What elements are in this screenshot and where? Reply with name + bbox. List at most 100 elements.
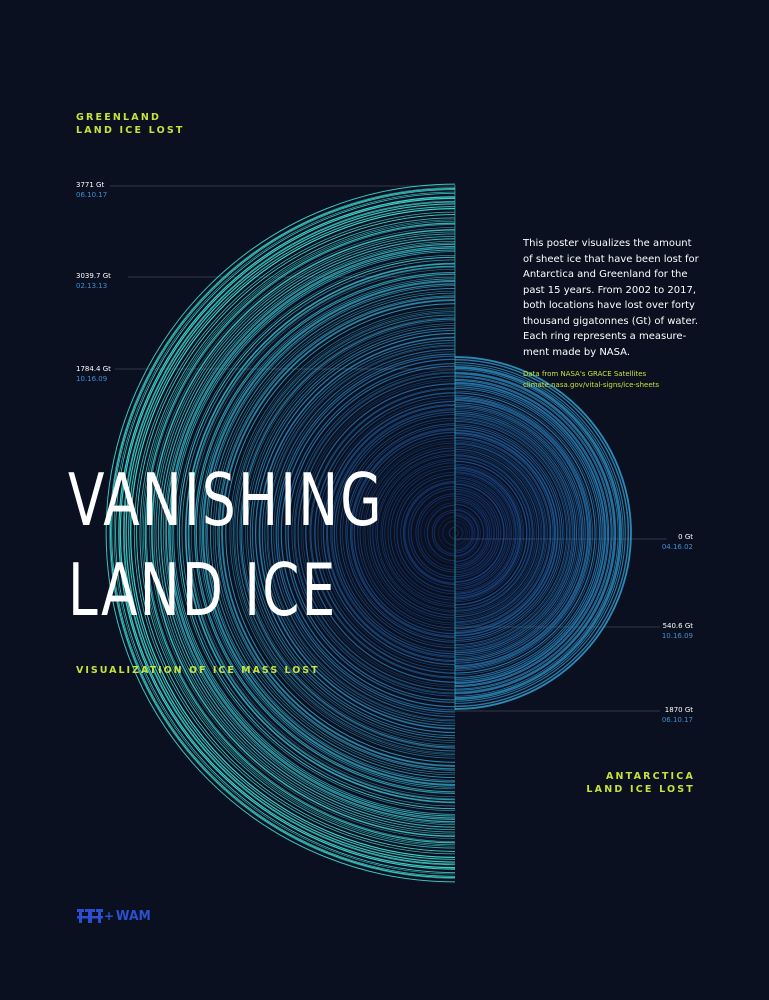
antarctica-ring: [454, 425, 563, 641]
antarctica-ring: [454, 388, 600, 678]
greenland-ring: [110, 188, 456, 878]
antarctica-header-line1: ANTARCTICA: [605, 771, 695, 782]
greenland-ring: [390, 468, 456, 598]
greenland-ring: [350, 427, 456, 639]
greenland-ring: [164, 242, 456, 824]
wam-logo-mark-icon: [77, 909, 103, 923]
main-title-line2: LAND ICE: [68, 548, 338, 632]
antarctica-ring: [454, 488, 500, 578]
greenland-ring: [236, 314, 456, 752]
greenland-ring: [249, 327, 456, 739]
greenland-header-line1: GREENLAND: [76, 112, 162, 123]
antarctica-ring: [454, 509, 479, 557]
antarctica-ring: [454, 430, 558, 636]
antarctica-ring: [454, 364, 624, 702]
greenland-ring: [168, 246, 456, 820]
antarctica-ring: [454, 362, 626, 704]
greenland-ring: [143, 221, 456, 845]
greenland-ring: [259, 337, 456, 729]
antarctica-ring: [454, 380, 608, 686]
greenland-ring: [109, 187, 456, 879]
main-title-line1: VANISHING: [68, 458, 384, 542]
antarctica-ring: [454, 471, 517, 595]
antarctica-ring: [454, 522, 466, 544]
antarctica-ring: [454, 432, 556, 634]
annotation-date: 10.16.09: [661, 631, 693, 640]
antarctica-ring: [454, 501, 487, 565]
antarctica-ring: [454, 415, 573, 651]
antarctica-ring: [454, 386, 602, 680]
antarctica-ring: [454, 376, 612, 690]
greenland-ring: [123, 201, 456, 865]
antarctica-ring: [454, 396, 592, 670]
antarctica-ring: [454, 405, 583, 661]
greenland-ring: [221, 299, 456, 767]
antarctica-ring: [454, 404, 584, 662]
greenland-ring: [396, 474, 456, 592]
antarctica-ring: [454, 399, 589, 667]
greenland-ring: [195, 273, 456, 793]
greenland-ring: [424, 502, 456, 564]
antarctica-ring: [454, 496, 492, 570]
greenland-ring: [415, 493, 456, 573]
greenland-ring: [218, 296, 456, 770]
antarctica-ring: [454, 455, 533, 611]
greenland-ring: [275, 353, 456, 713]
antarctica-ring: [454, 390, 598, 676]
greenland-ring: [302, 380, 456, 686]
greenland-ring: [187, 265, 456, 801]
logo-plus: +: [104, 909, 115, 923]
greenland-ring: [410, 488, 456, 578]
greenland-ring: [177, 255, 456, 811]
antarctica-ring: [454, 372, 616, 694]
greenland-ring: [169, 247, 456, 819]
greenland-ring: [394, 471, 456, 595]
annotation-date: 06.10.17: [661, 715, 693, 724]
subtitle: VISUALIZATION OF ICE MASS LOST: [76, 665, 320, 676]
wam-logo: + WAM: [77, 908, 152, 924]
greenland-ring: [326, 404, 456, 662]
greenland-ring: [322, 400, 456, 666]
source-url: climate.nasa.gov/vital-signs/ice-sheets: [523, 381, 660, 389]
greenland-ring: [229, 307, 456, 759]
antarctica-ring: [454, 404, 584, 662]
antarctica-ring: [454, 402, 586, 664]
greenland-ring: [369, 447, 456, 619]
antarctica-ring: [454, 382, 605, 684]
greenland-ring: [133, 211, 456, 855]
greenland-ring: [119, 197, 456, 869]
greenland-ring: [179, 256, 456, 810]
annotation-value: 540.6 Gt: [662, 622, 693, 630]
greenland-ring: [353, 431, 456, 635]
antarctica-ring: [454, 512, 476, 554]
antarctica-ring: [454, 438, 550, 628]
greenland-ring: [125, 203, 456, 863]
greenland-ring: [234, 312, 456, 754]
antarctica-ring: [454, 473, 514, 593]
greenland-ring: [151, 229, 456, 837]
greenland-ring: [320, 398, 456, 668]
greenland-ring: [212, 290, 456, 776]
greenland-annotation-3: 1784.4 Gt 10.16.09: [76, 365, 111, 384]
greenland-ring: [118, 196, 456, 870]
antarctica-annotation-2: 540.6 Gt 10.16.09: [662, 622, 693, 641]
antarctica-ring: [454, 457, 531, 609]
annotation-value: 1870 Gt: [664, 706, 693, 714]
greenland-ring: [122, 200, 456, 866]
greenland-ring: [115, 193, 456, 873]
description-line: Antarctica and Greenland for the: [523, 269, 688, 280]
greenland-ring: [214, 292, 456, 774]
antarctica-ring: [454, 409, 579, 657]
greenland-ring: [194, 272, 456, 794]
antarctica-ring: [454, 375, 613, 691]
antarctica-annotation-1: 0 Gt 04.16.02: [662, 533, 693, 552]
greenland-ring: [173, 251, 456, 815]
greenland-ring: [163, 240, 456, 826]
greenland-ring: [231, 309, 456, 757]
antarctica-ring: [454, 373, 615, 693]
greenland-ring: [205, 283, 456, 783]
greenland-ring: [202, 280, 456, 786]
greenland-ring: [245, 323, 456, 743]
greenland-ring: [426, 504, 456, 562]
